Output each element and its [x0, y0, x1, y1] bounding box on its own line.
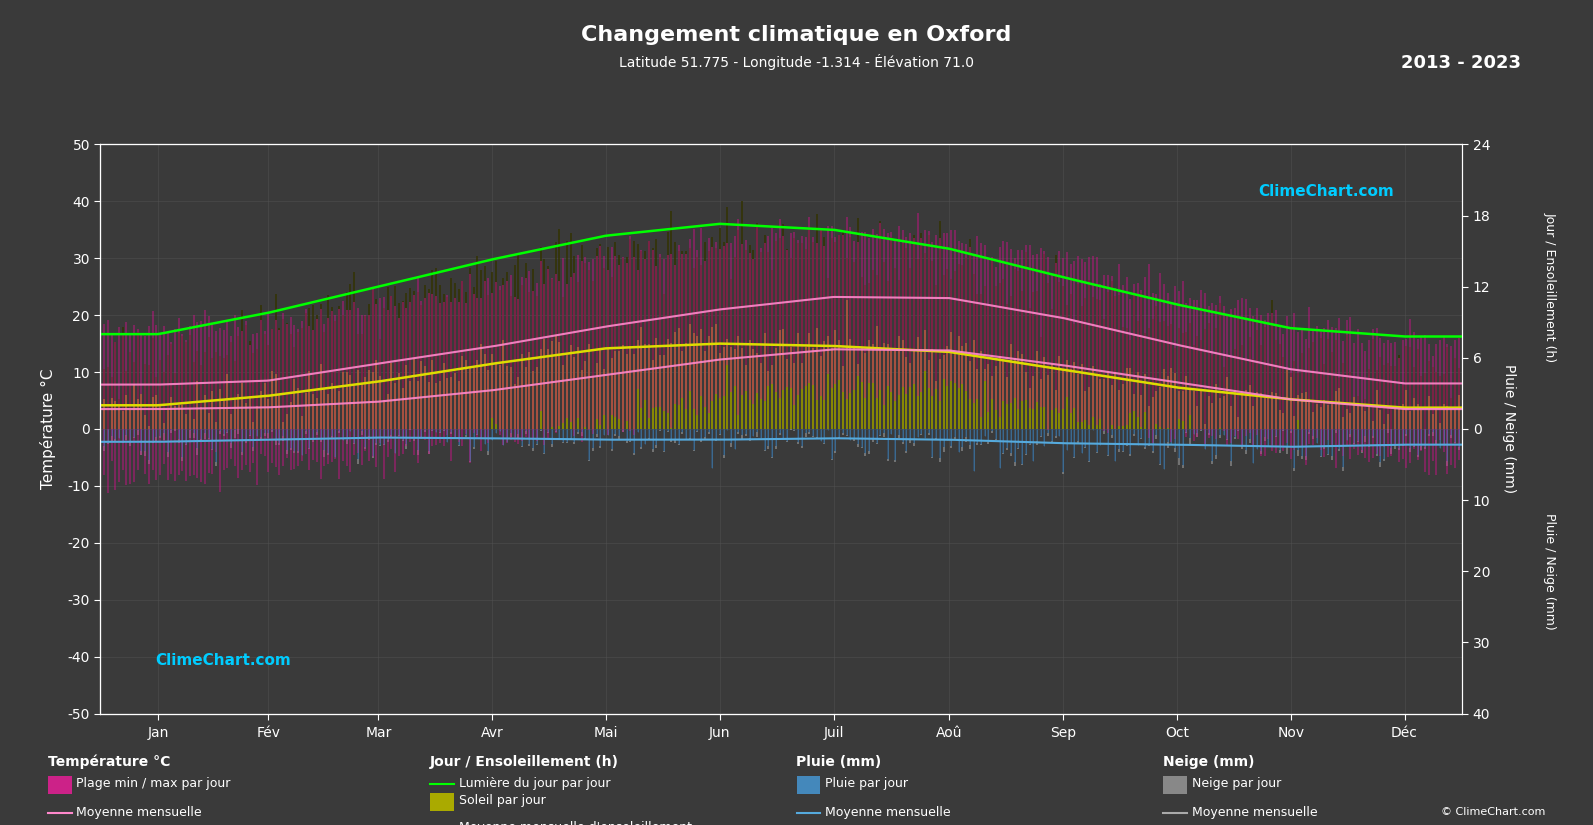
Text: Moyenne mensuelle: Moyenne mensuelle	[1192, 806, 1317, 819]
Text: Changement climatique en Oxford: Changement climatique en Oxford	[581, 25, 1012, 45]
Text: Jour / Ensoleillement (h): Jour / Ensoleillement (h)	[430, 755, 620, 769]
Text: Pluie / Neige (mm): Pluie / Neige (mm)	[1544, 513, 1556, 629]
Text: ClimeChart.com: ClimeChart.com	[155, 653, 290, 668]
Text: ClimeChart.com: ClimeChart.com	[1258, 184, 1394, 199]
Text: Neige (mm): Neige (mm)	[1163, 755, 1254, 769]
Text: Moyenne mensuelle d'ensoleillement: Moyenne mensuelle d'ensoleillement	[459, 821, 691, 825]
Text: Température °C: Température °C	[48, 755, 170, 770]
Y-axis label: Pluie / Neige (mm): Pluie / Neige (mm)	[1502, 365, 1515, 493]
Text: Pluie (mm): Pluie (mm)	[796, 755, 883, 769]
Text: Soleil par jour: Soleil par jour	[459, 794, 545, 807]
Y-axis label: Température °C: Température °C	[40, 369, 56, 489]
Text: Neige par jour: Neige par jour	[1192, 777, 1281, 790]
Text: Lumière du jour par jour: Lumière du jour par jour	[459, 777, 610, 790]
Text: 2013 - 2023: 2013 - 2023	[1402, 54, 1521, 72]
Text: © ClimeChart.com: © ClimeChart.com	[1440, 807, 1545, 817]
Text: Plage min / max par jour: Plage min / max par jour	[76, 777, 231, 790]
Text: Latitude 51.775 - Longitude -1.314 - Élévation 71.0: Latitude 51.775 - Longitude -1.314 - Élé…	[620, 54, 973, 69]
Text: Moyenne mensuelle: Moyenne mensuelle	[76, 806, 202, 819]
Text: Pluie par jour: Pluie par jour	[825, 777, 908, 790]
Text: Jour / Ensoleillement (h): Jour / Ensoleillement (h)	[1544, 212, 1556, 361]
Text: Moyenne mensuelle: Moyenne mensuelle	[825, 806, 951, 819]
